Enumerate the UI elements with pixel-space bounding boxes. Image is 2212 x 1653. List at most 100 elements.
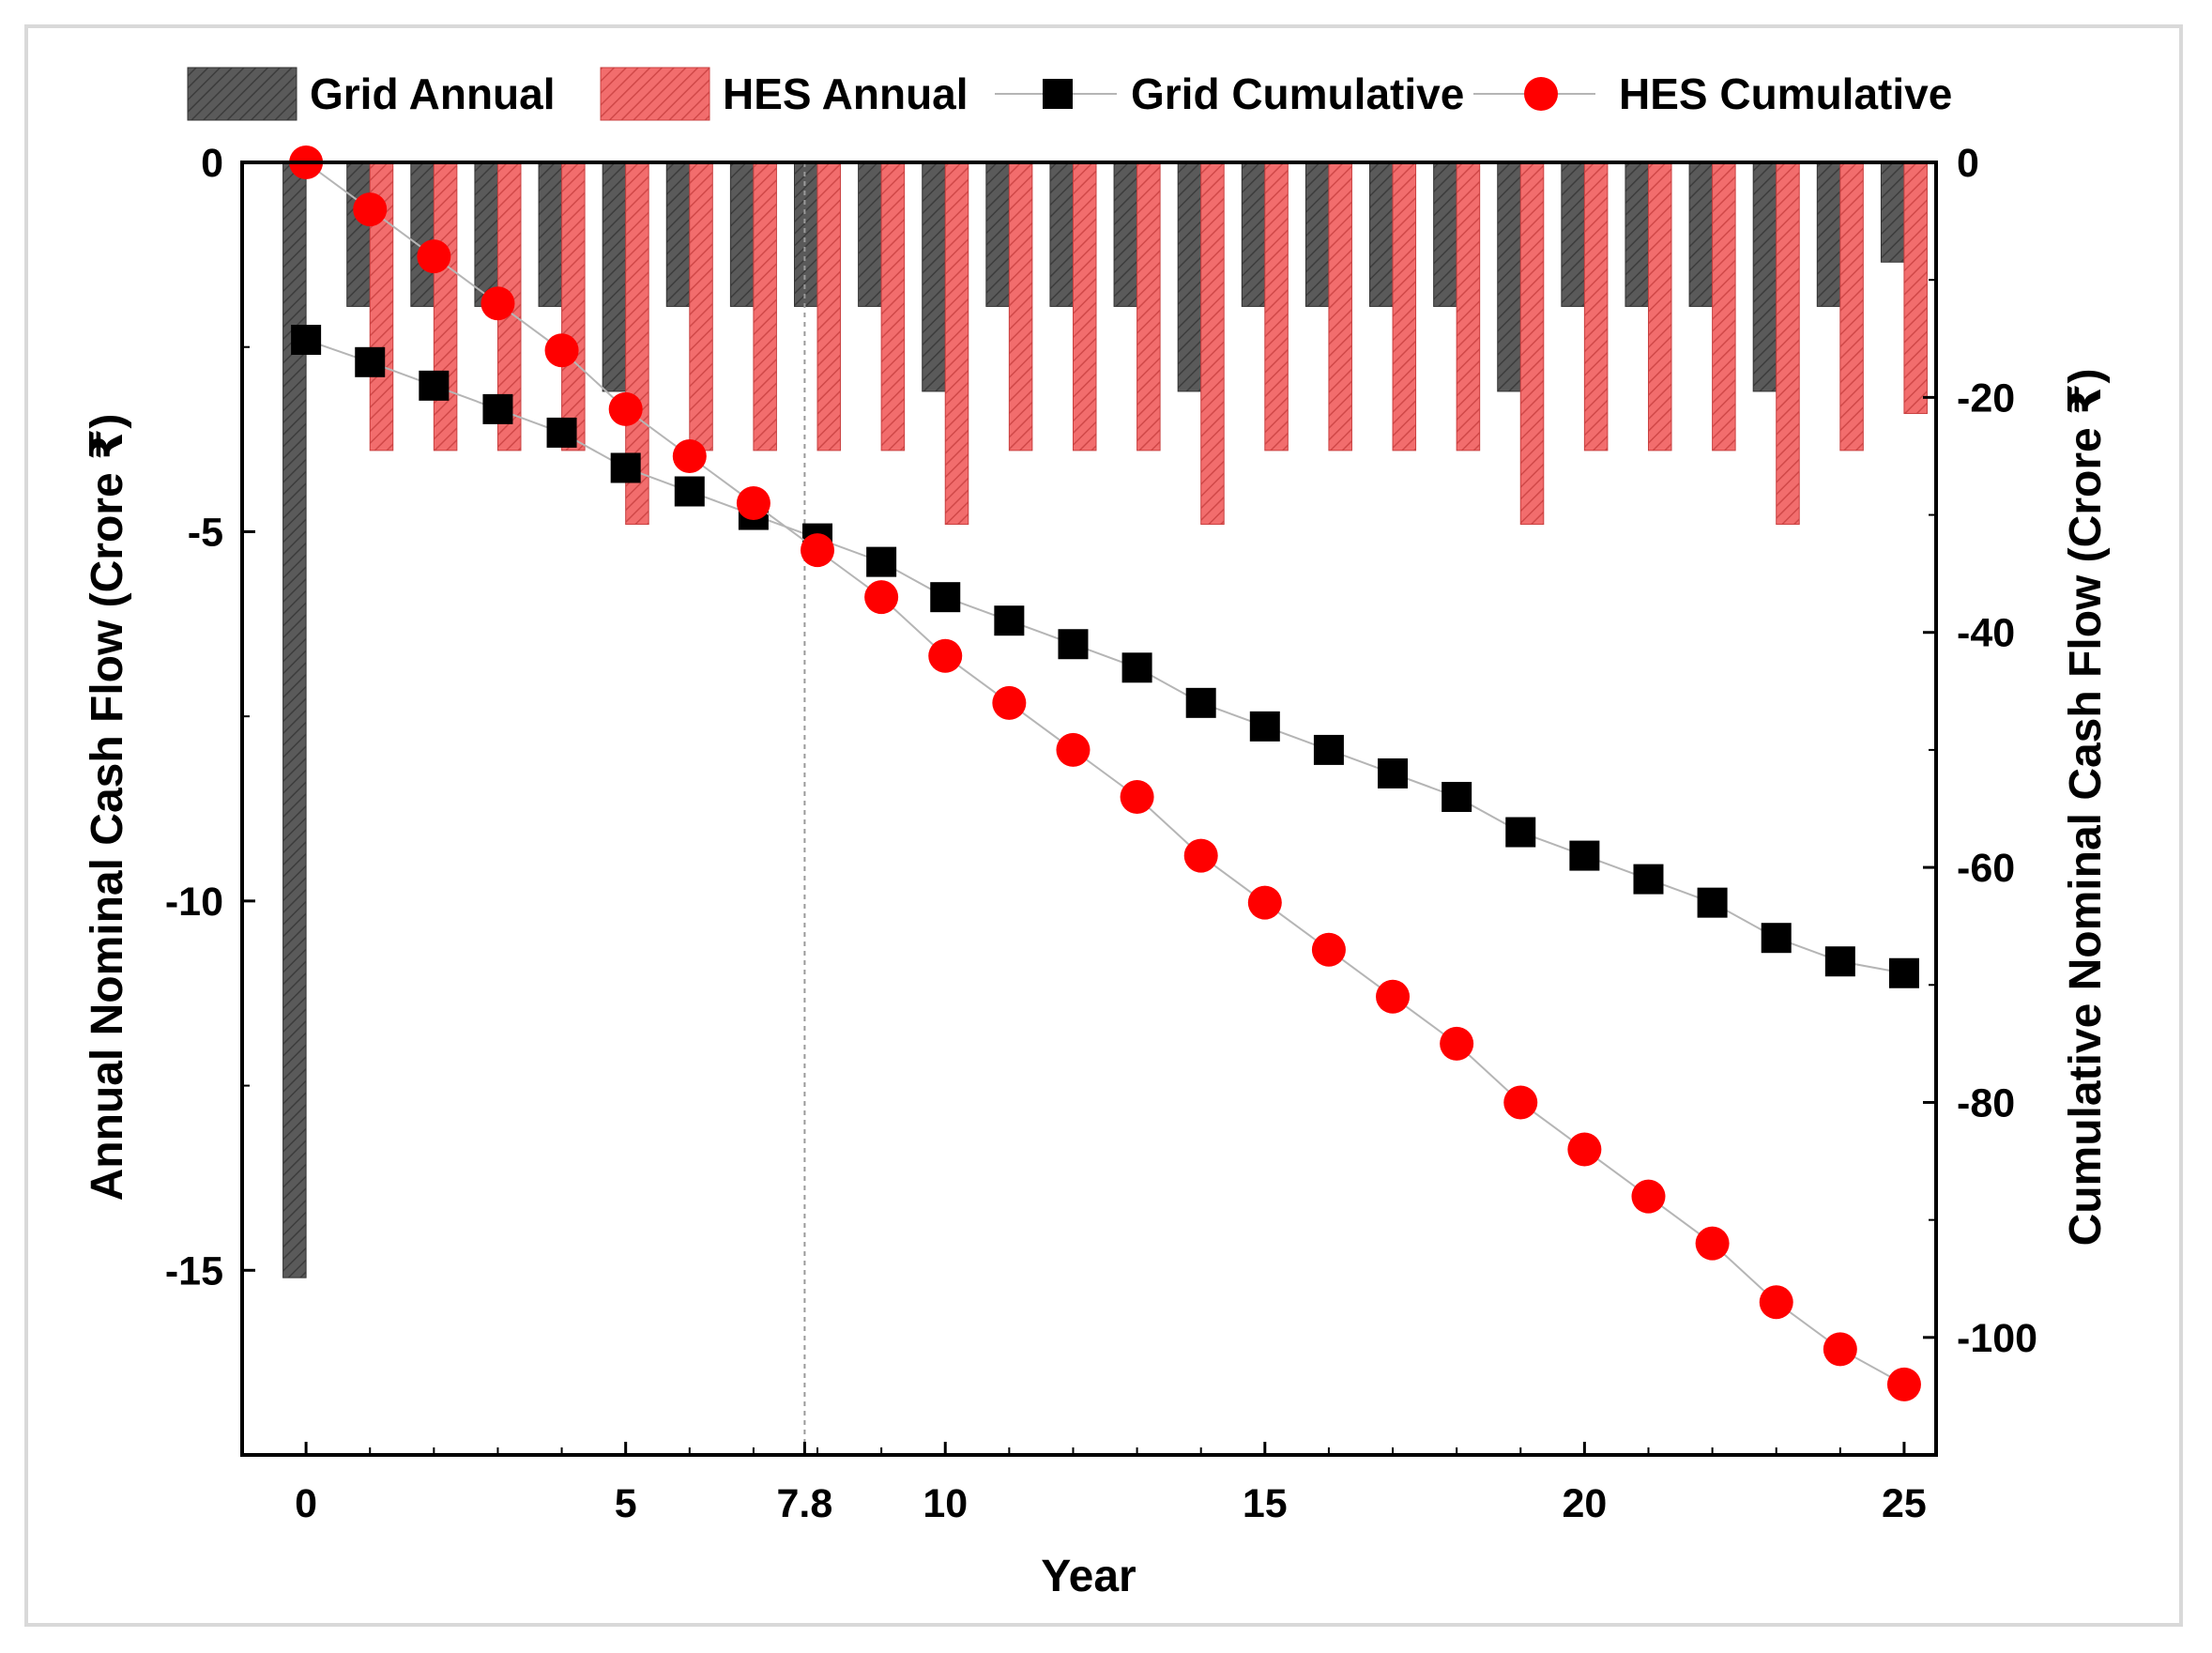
grid-cumulative-point	[482, 393, 513, 424]
hes-cumulative-point	[544, 333, 579, 368]
grid-cumulative-point	[1569, 840, 1600, 871]
grid-annual-bar	[1752, 161, 1777, 392]
grid-cumulative-point	[419, 370, 450, 401]
legend-label: HES Cumulative	[1619, 69, 1952, 118]
y-left-tick-label: 0	[201, 141, 223, 186]
hes-annual-bar	[1903, 161, 1928, 415]
grid-annual-bar	[538, 161, 563, 307]
grid-annual-bar	[665, 161, 691, 307]
hes-annual-bar	[1712, 161, 1736, 452]
grid-annual-bar	[410, 161, 435, 307]
legend-circle-marker	[1524, 77, 1558, 111]
y-right-tick-label: -20	[1957, 375, 2015, 421]
hes-cumulative-point	[1440, 1026, 1474, 1061]
hes-annual-bar	[944, 161, 969, 526]
axes: 0 5 7.8 10 15 20 25 0 -5 -10 -15 0 -20 -40 -60 -80 -100	[165, 141, 2037, 1526]
plot-border	[240, 161, 1938, 1457]
y-right-tick-label: -100	[1957, 1316, 2037, 1361]
hes-annual-bar	[816, 161, 842, 452]
hes-cumulative-point	[1567, 1132, 1602, 1167]
legend-swatch	[187, 67, 297, 121]
grid-cumulative-point	[1697, 887, 1728, 918]
hes-annual-bar	[1328, 161, 1352, 452]
hes-cumulative-point	[1886, 1367, 1921, 1401]
hes-cumulative-point	[992, 685, 1027, 720]
legend-label: Grid Cumulative	[1131, 69, 1464, 118]
grid-cumulative-point	[1888, 957, 1919, 988]
legend-square-marker	[1043, 79, 1073, 109]
hes-cumulative-point	[864, 580, 899, 615]
grid-annual-bar	[1177, 161, 1202, 392]
grid-cumulative-point	[1378, 758, 1409, 788]
grid-annual-bar	[1688, 161, 1714, 307]
x-tick-label: 0	[295, 1481, 317, 1526]
grid-annual-bar	[793, 161, 818, 307]
grid-annual-bar	[1497, 161, 1521, 392]
legend-label: Grid Annual	[310, 69, 556, 118]
hes-annual-bar	[1776, 161, 1800, 526]
hes-cumulative-point	[1056, 732, 1091, 767]
x-axis-title: Year	[1041, 1552, 1136, 1601]
grid-annual-bar	[729, 161, 755, 307]
grid-cumulative-point	[355, 346, 386, 377]
y-left-tick-label: -15	[165, 1248, 223, 1293]
grid-cumulative-point	[546, 417, 577, 448]
grid-cumulative-point	[994, 605, 1025, 636]
grid-annual-bar	[1880, 161, 1905, 263]
grid-annual-bar	[346, 161, 371, 307]
grid-annual-bar	[1241, 161, 1266, 307]
hes-cumulative-point	[1183, 838, 1218, 873]
grid-cumulative-point	[1121, 652, 1152, 683]
hes-annual-bar	[1456, 161, 1481, 452]
bar-series	[282, 161, 1928, 1278]
grid-annual-bar	[1816, 161, 1841, 307]
grid-cumulative-point	[610, 452, 641, 483]
hes-cumulative-point	[481, 286, 515, 321]
hes-cumulative-point	[1120, 779, 1154, 814]
x-tick-label: 5	[615, 1481, 637, 1526]
y-right-tick-label: -60	[1957, 846, 2015, 891]
legend: Grid Annual HES Annual Grid Cumulative HES …	[187, 67, 1952, 121]
hes-annual-bar	[1200, 161, 1225, 526]
hes-cumulative-point	[1311, 932, 1346, 967]
hes-annual-bar	[1519, 161, 1545, 526]
hes-annual-bar	[880, 161, 906, 452]
hes-cumulative-point	[353, 192, 388, 227]
cumulative-series	[289, 145, 1921, 1401]
grid-annual-bar	[1433, 161, 1457, 307]
legend-label: HES Annual	[723, 69, 969, 118]
hes-cumulative-point	[928, 638, 963, 673]
hes-cumulative-point	[1631, 1179, 1666, 1214]
hes-annual-bar	[561, 161, 586, 452]
x-tick-label: 7.8	[777, 1481, 833, 1526]
figure-frame	[24, 24, 2183, 1627]
y-right-tick-label: 0	[1957, 141, 1979, 186]
hes-annual-bar	[1583, 161, 1609, 452]
hes-cumulative-point	[1247, 885, 1282, 920]
y-left-tick-label: -5	[188, 510, 223, 555]
grid-annual-bar	[858, 161, 882, 307]
grid-annual-bar	[1049, 161, 1074, 307]
hes-cumulative-point	[672, 438, 707, 473]
grid-annual-bar	[1561, 161, 1585, 307]
grid-annual-bar	[474, 161, 498, 307]
legend-swatch	[600, 67, 710, 121]
x-tick-label: 25	[1882, 1481, 1927, 1526]
hes-annual-bar	[1392, 161, 1417, 452]
y-right-tick-label: -80	[1957, 1080, 2015, 1125]
grid-annual-bar	[1625, 161, 1649, 307]
grid-cumulative-point	[1633, 864, 1664, 895]
grid-cumulative-point	[1505, 817, 1536, 848]
x-tick-label: 15	[1243, 1481, 1288, 1526]
hes-cumulative-point	[1759, 1285, 1793, 1320]
grid-annual-bar	[922, 161, 946, 392]
hes-annual-bar	[1072, 161, 1097, 452]
hes-annual-bar	[433, 161, 458, 452]
grid-annual-bar	[985, 161, 1010, 307]
hes-cumulative-point	[1503, 1085, 1538, 1120]
grid-cumulative-point	[1313, 734, 1344, 765]
hes-annual-bar	[1264, 161, 1289, 452]
grid-annual-bar	[1304, 161, 1330, 307]
grid-annual-bar	[602, 161, 627, 392]
